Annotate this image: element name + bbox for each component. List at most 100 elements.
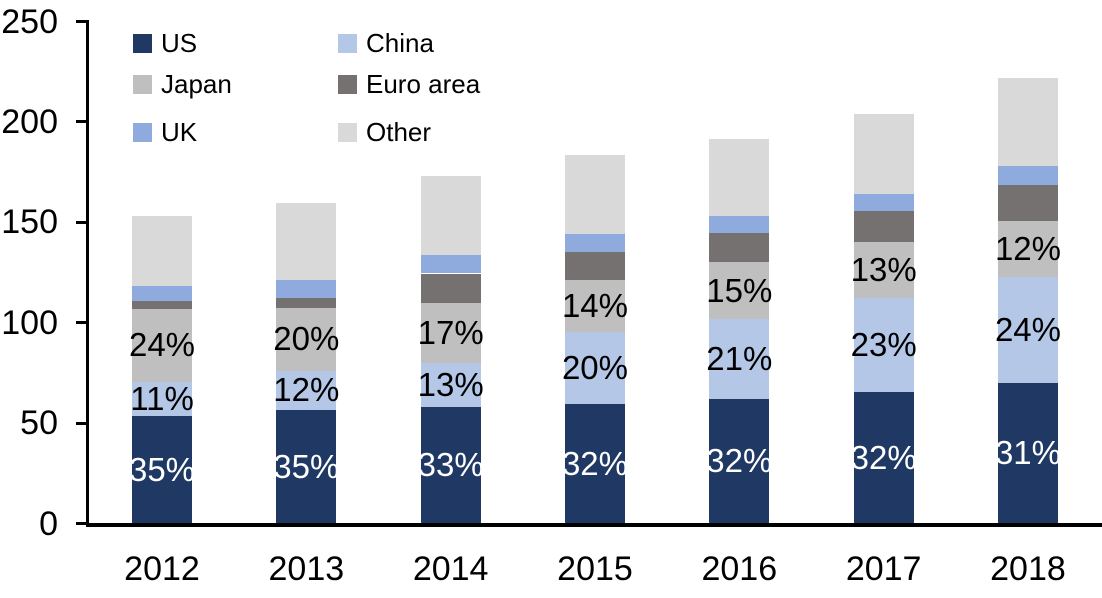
bar-label-japan: 14% — [561, 286, 629, 324]
bar-segment-euro-area — [420, 273, 481, 303]
bar-segment-china — [132, 381, 192, 417]
legend-label-other: Other — [366, 116, 432, 147]
bar-label-us: 35% — [128, 450, 196, 488]
bar-segment-uk — [420, 255, 481, 274]
x-axis-label-2012: 2012 — [124, 550, 200, 588]
bar-segment-china — [564, 331, 625, 405]
bar-segment-other — [853, 113, 914, 195]
y-axis-tick-label: 200 — [1, 102, 58, 141]
bar-segment-china — [420, 362, 481, 408]
bar-segment-euro-area — [132, 300, 192, 309]
x-axis-label-2018: 2018 — [990, 550, 1066, 588]
y-axis-tick — [76, 421, 86, 425]
bar-segment-japan — [276, 307, 337, 371]
bar-segment-china — [853, 297, 914, 392]
bar-label-us: 32% — [850, 438, 917, 476]
bar-segment-us — [709, 399, 770, 524]
y-axis-tick-label: 150 — [1, 203, 58, 242]
bar-segment-japan — [709, 262, 770, 319]
bar-segment-euro-area — [564, 252, 625, 280]
legend-swatch-china — [338, 33, 357, 53]
bar-segment-japan — [997, 221, 1058, 277]
y-axis-tick — [76, 321, 86, 325]
y-axis-tick-label: 0 — [39, 504, 58, 543]
bar-segment-china — [709, 318, 770, 399]
bar-label-japan: 17% — [417, 313, 484, 351]
y-axis-tick — [76, 20, 86, 23]
bar-label-china: 11% — [130, 380, 194, 417]
bar-segment-euro-area — [853, 211, 914, 243]
y-axis-line — [86, 20, 89, 527]
bar-segment-other — [276, 203, 337, 280]
bar-segment-us — [853, 391, 914, 524]
legend-label-euro-area: Euro area — [366, 68, 481, 99]
legend-swatch-other — [338, 122, 357, 142]
y-axis-tick — [76, 522, 86, 525]
bar-segment-us — [997, 382, 1058, 524]
legend-label-us: US — [161, 27, 198, 58]
legend-item-us: US — [133, 27, 198, 58]
legend-item-japan: Japan — [133, 68, 232, 99]
bar-segment-us — [132, 416, 192, 524]
y-axis-tick — [76, 120, 86, 124]
bar-segment-uk — [709, 216, 770, 234]
bar-segment-uk — [132, 285, 192, 301]
legend-item-uk: UK — [133, 116, 198, 147]
bar-segment-euro-area — [276, 297, 337, 308]
bar-label-china: 12% — [273, 371, 340, 409]
x-axis-line — [86, 523, 1102, 527]
bar-label-china: 20% — [561, 348, 629, 386]
legend-label-uk: UK — [161, 116, 198, 147]
legend-item-other: Other — [338, 116, 432, 147]
legend-swatch-japan — [133, 74, 152, 94]
bar-label-china: 21% — [706, 339, 773, 377]
bar-segment-us — [276, 410, 337, 524]
bar-segment-us — [420, 407, 481, 524]
bar-label-us: 31% — [994, 434, 1061, 472]
bar-segment-euro-area — [997, 185, 1058, 222]
legend-swatch-us — [133, 33, 152, 53]
bar-segment-other — [132, 216, 192, 286]
bar-segment-other — [997, 77, 1058, 167]
bar-label-us: 32% — [706, 442, 773, 480]
bar-label-us: 32% — [561, 444, 629, 482]
bar-segment-japan — [132, 308, 192, 382]
bar-segment-uk — [853, 194, 914, 212]
bar-label-us: 33% — [417, 446, 484, 484]
bar-label-us: 35% — [273, 447, 340, 485]
bar-segment-us — [564, 404, 625, 524]
bar-segment-other — [709, 138, 770, 217]
bar-label-japan: 15% — [706, 271, 773, 309]
bar-label-china: 23% — [850, 325, 917, 363]
x-axis-label-2017: 2017 — [845, 550, 922, 588]
bar-segment-uk — [564, 234, 625, 253]
y-axis-tick-label: 250 — [1, 2, 58, 41]
y-axis-tick-label: 50 — [20, 404, 58, 443]
legend-swatch-euro-area — [338, 74, 357, 94]
x-axis-label-2013: 2013 — [268, 550, 345, 588]
bar-segment-japan — [853, 242, 914, 298]
bar-segment-japan — [564, 279, 625, 332]
bar-segment-euro-area — [709, 233, 770, 263]
bar-segment-uk — [997, 166, 1058, 186]
bar-label-japan: 20% — [273, 320, 340, 358]
bar-label-japan: 12% — [994, 229, 1061, 267]
y-axis-tick — [76, 220, 86, 224]
x-axis-label-2016: 2016 — [701, 550, 778, 588]
bar-segment-other — [420, 176, 481, 256]
bar-segment-china — [997, 276, 1058, 383]
bar-segment-other — [564, 155, 625, 235]
y-axis-tick-label: 100 — [1, 303, 58, 342]
x-axis-label-2014: 2014 — [412, 550, 489, 588]
bar-label-japan: 24% — [128, 326, 196, 364]
bar-segment-japan — [420, 302, 481, 363]
bar-label-china: 24% — [994, 310, 1061, 348]
bar-label-japan: 13% — [850, 250, 917, 288]
legend-item-euro-area: Euro area — [338, 68, 481, 99]
legend-label-china: China — [366, 27, 434, 58]
legend-label-japan: Japan — [161, 68, 232, 99]
bar-segment-china — [276, 370, 337, 411]
legend-swatch-uk — [133, 122, 152, 142]
legend-item-china: China — [338, 27, 434, 58]
